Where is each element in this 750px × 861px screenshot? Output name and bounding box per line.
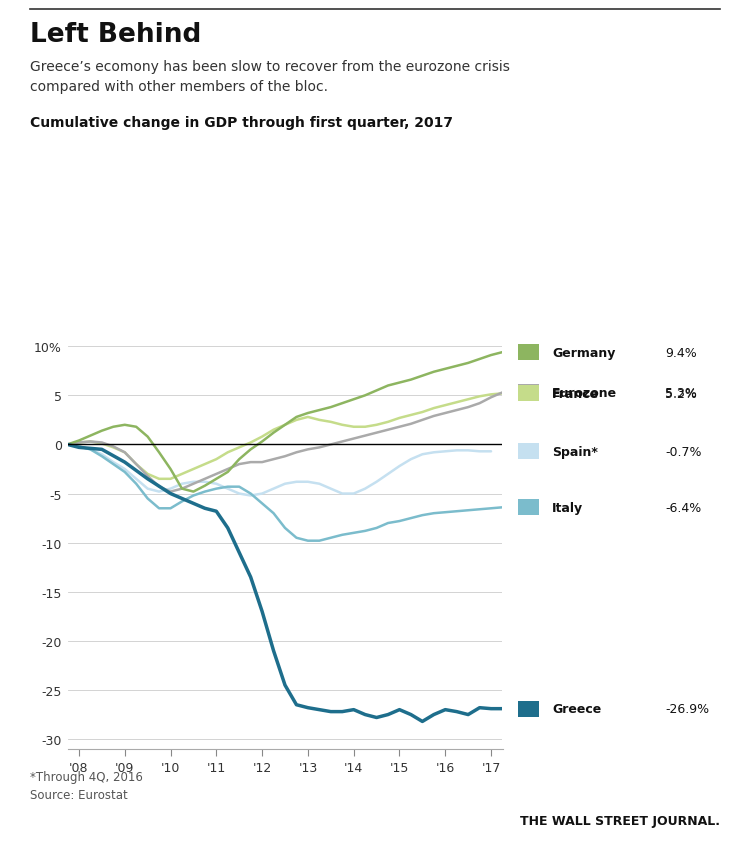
Text: THE WALL STREET JOURNAL.: THE WALL STREET JOURNAL. — [520, 814, 720, 827]
Text: Left Behind: Left Behind — [30, 22, 201, 47]
Text: -26.9%: -26.9% — [665, 703, 710, 715]
Text: Greece: Greece — [552, 703, 602, 715]
Text: *Through 4Q, 2016
Source: Eurostat: *Through 4Q, 2016 Source: Eurostat — [30, 771, 142, 802]
Bar — [518, 344, 539, 361]
Text: Spain*: Spain* — [552, 445, 598, 458]
Text: Cumulative change in GDP through first quarter, 2017: Cumulative change in GDP through first q… — [30, 116, 453, 130]
Text: 5.3%: 5.3% — [665, 387, 698, 400]
Bar — [518, 701, 539, 717]
Text: France: France — [552, 387, 599, 400]
Bar — [518, 443, 539, 460]
Text: Germany: Germany — [552, 346, 616, 359]
Text: Greece’s ecomony has been slow to recover from the eurozone crisis
compared with: Greece’s ecomony has been slow to recove… — [30, 60, 510, 94]
Bar — [518, 499, 539, 516]
Text: -6.4%: -6.4% — [665, 501, 702, 514]
Bar — [518, 385, 539, 401]
Text: Italy: Italy — [552, 501, 584, 514]
Bar — [518, 386, 539, 402]
Text: -0.7%: -0.7% — [665, 445, 702, 458]
Text: 9.4%: 9.4% — [665, 346, 698, 359]
Text: 5.2%: 5.2% — [665, 387, 698, 400]
Text: Eurozone: Eurozone — [552, 387, 617, 400]
